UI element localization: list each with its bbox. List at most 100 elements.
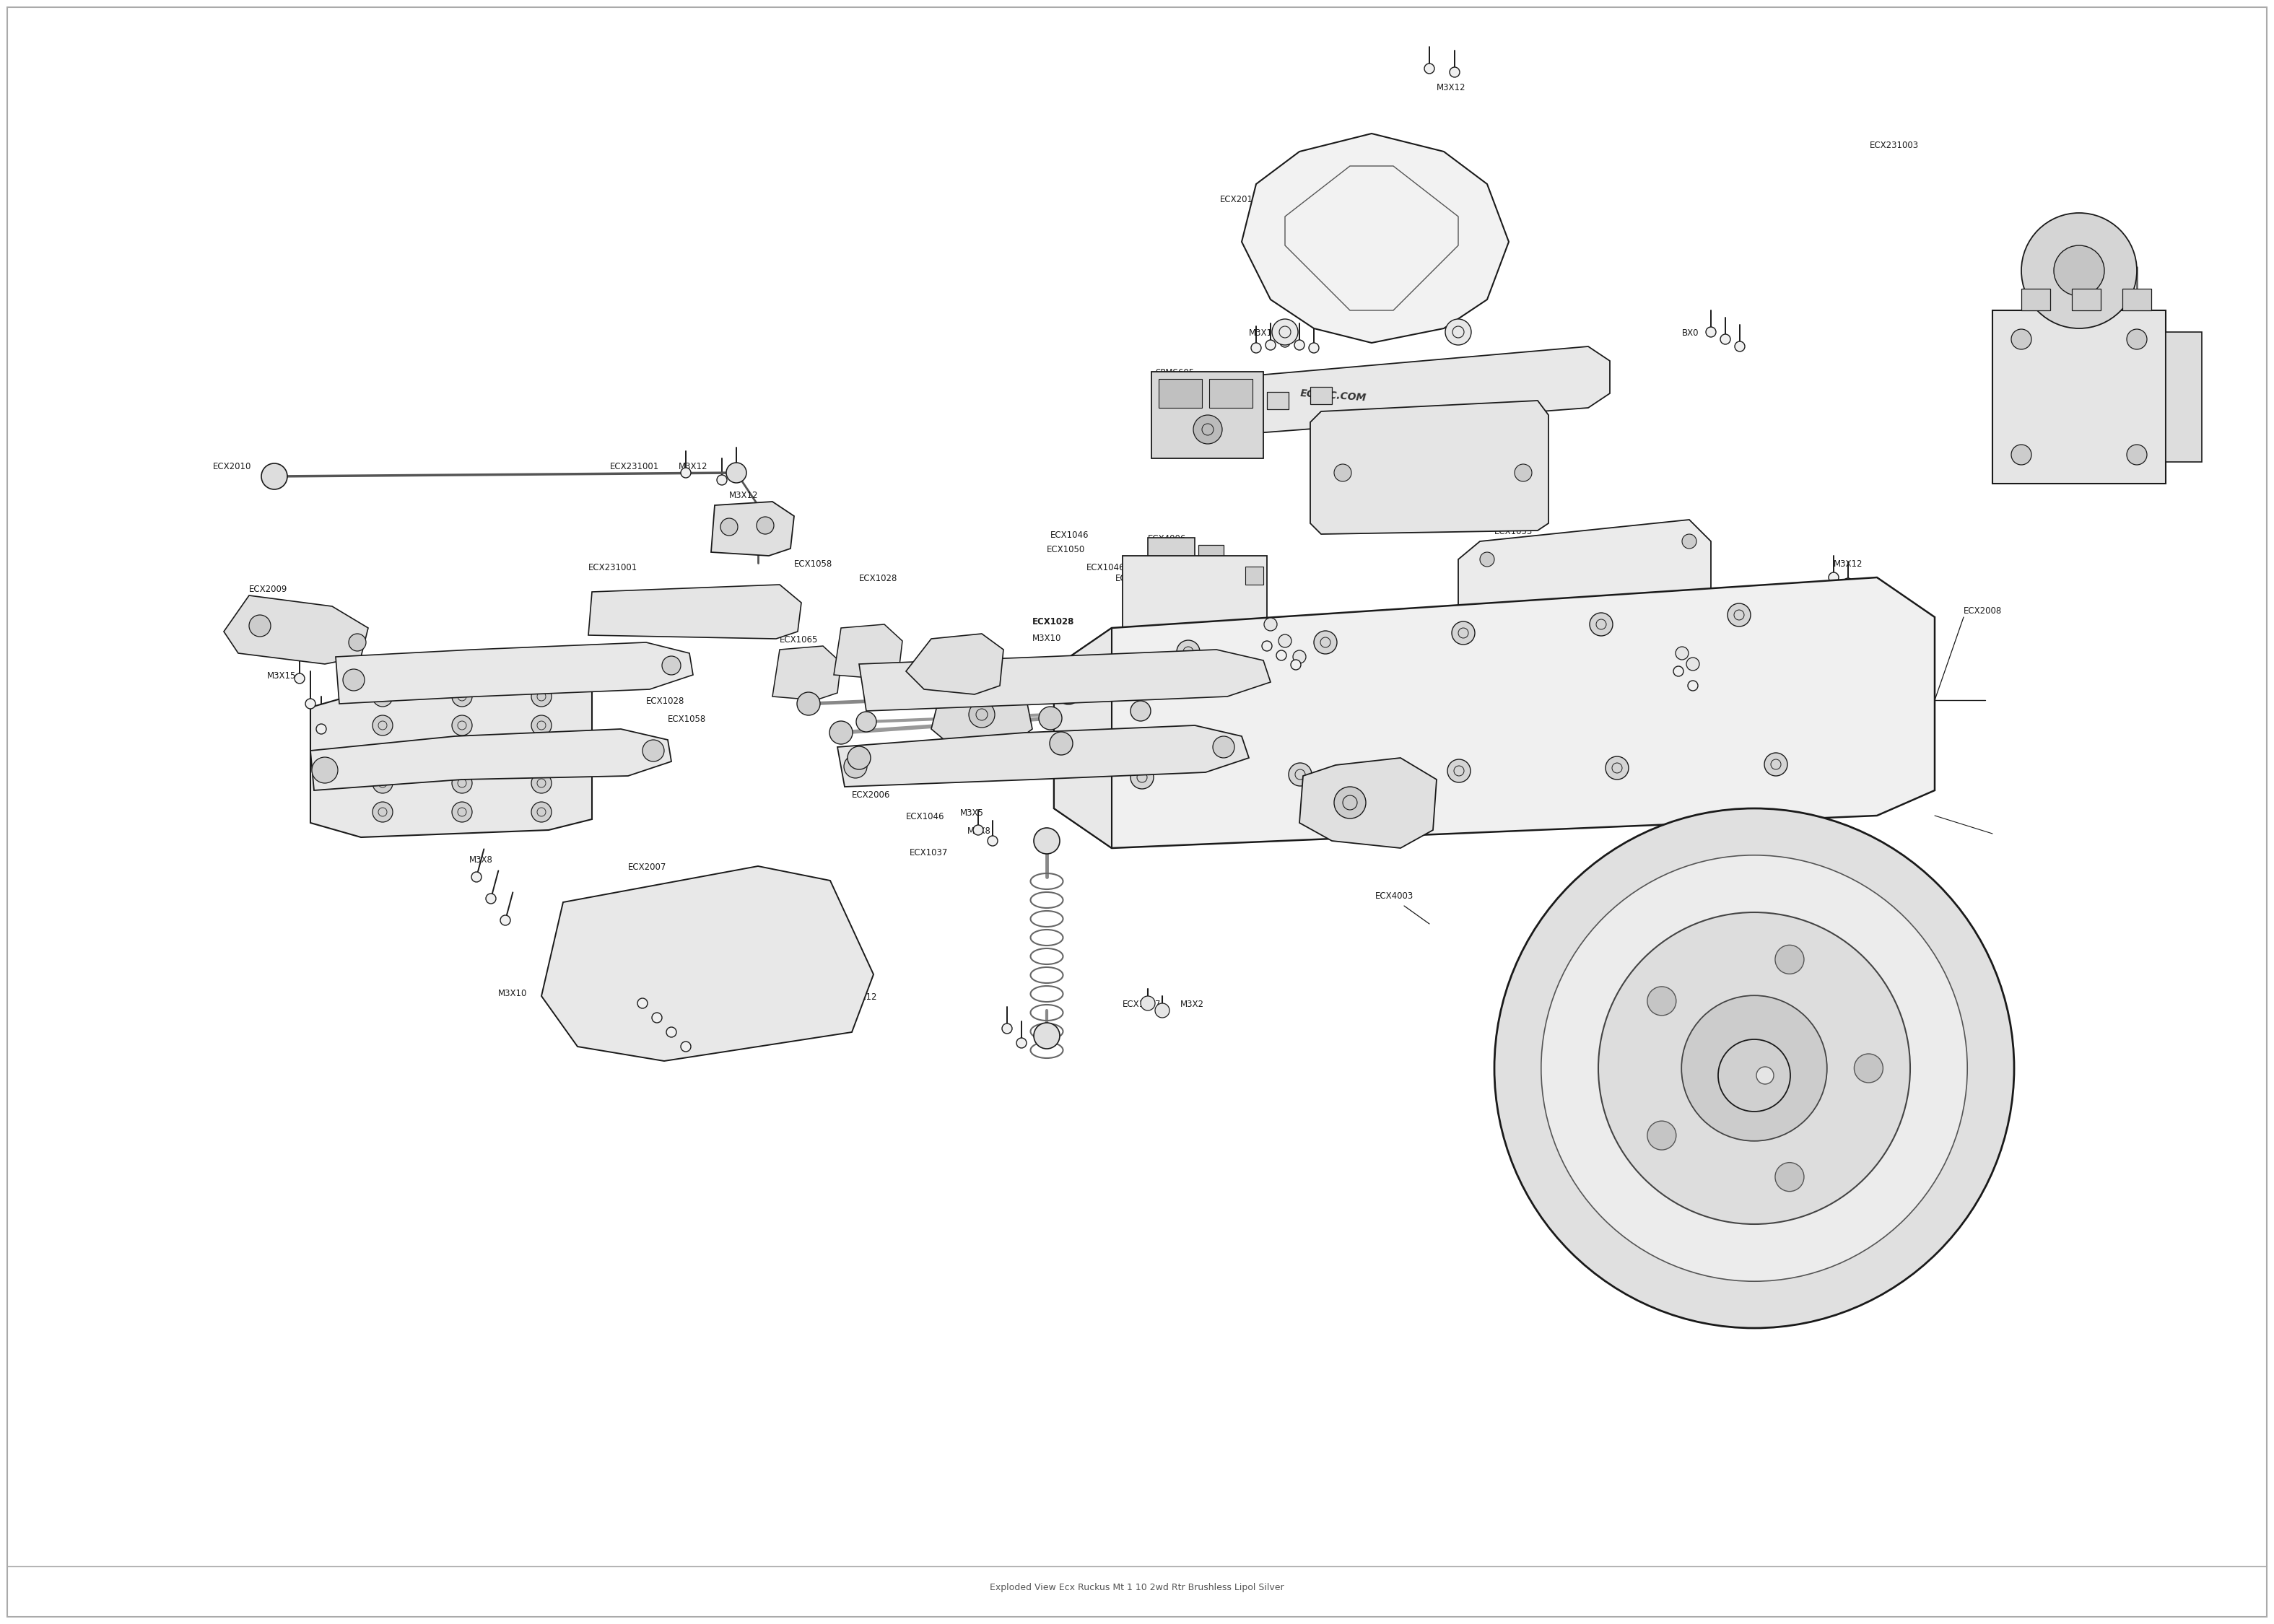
Polygon shape	[312, 729, 671, 791]
Bar	[1160, 378, 1203, 408]
Text: M3X10: M3X10	[1032, 633, 1062, 643]
Text: ECX2006: ECX2006	[853, 791, 891, 799]
Text: ECX1049: ECX1049	[1439, 783, 1478, 793]
Text: M3X8: M3X8	[468, 856, 493, 864]
Text: M3X10: M3X10	[498, 989, 528, 999]
Circle shape	[1039, 706, 1062, 729]
Circle shape	[844, 755, 866, 778]
Circle shape	[1294, 339, 1305, 351]
Bar	[1148, 538, 1194, 585]
Circle shape	[1687, 658, 1699, 671]
Circle shape	[532, 687, 553, 706]
Text: ECX1046: ECX1046	[905, 812, 944, 822]
Circle shape	[1280, 338, 1289, 348]
Circle shape	[1194, 416, 1221, 443]
Text: ECX1035: ECX1035	[1444, 729, 1483, 739]
Circle shape	[2126, 445, 2147, 464]
Polygon shape	[589, 585, 800, 638]
Bar	[1246, 567, 1264, 585]
Polygon shape	[712, 502, 794, 555]
Circle shape	[1542, 856, 1967, 1281]
Circle shape	[1706, 326, 1717, 338]
Text: M3X25: M3X25	[1248, 646, 1278, 656]
Text: ECX234000: ECX234000	[1458, 765, 1508, 775]
Text: ECX1028: ECX1028	[646, 697, 684, 706]
Circle shape	[1514, 464, 1533, 481]
Text: M3X12: M3X12	[1437, 83, 1467, 93]
Polygon shape	[223, 596, 368, 664]
Text: ECX2010: ECX2010	[214, 461, 252, 471]
Text: ECX1058: ECX1058	[669, 715, 707, 724]
Text: ECX1065: ECX1065	[1087, 809, 1126, 818]
Text: M3X2: M3X2	[1180, 1000, 1205, 1009]
Circle shape	[1335, 464, 1351, 481]
Circle shape	[500, 916, 509, 926]
Circle shape	[1676, 646, 1690, 659]
Text: Exploded View Ecx Ruckus Mt 1 10 2wd Rtr Brushless Lipol Silver: Exploded View Ecx Ruckus Mt 1 10 2wd Rtr…	[989, 1583, 1285, 1593]
Text: ECX1018: ECX1018	[1167, 632, 1205, 641]
Circle shape	[1590, 612, 1612, 637]
Circle shape	[1130, 767, 1153, 789]
Text: ECX1053: ECX1053	[1494, 526, 1533, 536]
Circle shape	[1278, 635, 1292, 648]
Circle shape	[725, 463, 746, 482]
Circle shape	[987, 836, 998, 846]
Polygon shape	[1242, 133, 1508, 343]
Circle shape	[1599, 913, 1910, 1224]
Circle shape	[532, 773, 553, 793]
Bar	[1123, 555, 1267, 632]
Circle shape	[2010, 330, 2031, 349]
Circle shape	[373, 802, 393, 822]
Circle shape	[1310, 343, 1319, 352]
Circle shape	[1035, 828, 1060, 854]
Circle shape	[343, 669, 364, 690]
Text: M3X5: M3X5	[1107, 827, 1132, 836]
Circle shape	[1494, 809, 2015, 1328]
Circle shape	[1853, 1054, 1883, 1083]
Bar	[1123, 643, 1267, 718]
Circle shape	[2053, 245, 2103, 296]
Bar	[1246, 653, 1264, 671]
Polygon shape	[837, 726, 1248, 786]
Bar	[2072, 289, 2101, 310]
Circle shape	[1728, 604, 1751, 627]
Text: M3X15: M3X15	[266, 671, 296, 680]
Bar	[1210, 378, 1253, 408]
Circle shape	[1449, 67, 1460, 78]
Circle shape	[1776, 1163, 1803, 1192]
Circle shape	[1264, 617, 1278, 630]
Circle shape	[1719, 1039, 1790, 1111]
Bar	[1151, 372, 1264, 458]
Circle shape	[1676, 663, 1687, 672]
Text: ECX234000: ECX234000	[1098, 786, 1146, 796]
Circle shape	[250, 615, 271, 637]
Circle shape	[721, 518, 737, 536]
Text: ECX231003: ECX231003	[1869, 141, 1919, 149]
Circle shape	[1212, 736, 1235, 758]
Circle shape	[1176, 640, 1201, 663]
Circle shape	[857, 711, 875, 732]
Text: ECX1044: ECX1044	[705, 996, 744, 1005]
Polygon shape	[312, 650, 591, 838]
Circle shape	[830, 721, 853, 744]
Circle shape	[1051, 732, 1073, 755]
Circle shape	[848, 747, 871, 770]
Circle shape	[453, 773, 473, 793]
Circle shape	[1680, 996, 1826, 1142]
Text: ECXRC.COM: ECXRC.COM	[1298, 388, 1367, 403]
Circle shape	[1646, 1121, 1676, 1150]
Text: M3X12: M3X12	[1660, 661, 1690, 669]
Text: ECX2011: ECX2011	[1221, 195, 1258, 205]
Circle shape	[1016, 1038, 1026, 1047]
Circle shape	[1271, 645, 1280, 654]
Text: ECX1060: ECX1060	[1703, 1010, 1742, 1020]
Text: ECX231001: ECX231001	[589, 564, 637, 572]
Circle shape	[1289, 763, 1312, 786]
Circle shape	[316, 724, 325, 734]
Circle shape	[1314, 630, 1337, 654]
Circle shape	[1776, 945, 1803, 974]
Text: SPMSTX200: SPMSTX200	[1126, 555, 1176, 565]
Text: ECX1058: ECX1058	[794, 559, 832, 568]
Text: ECX1050: ECX1050	[1046, 546, 1085, 554]
Text: ECX1019: ECX1019	[1369, 801, 1408, 810]
